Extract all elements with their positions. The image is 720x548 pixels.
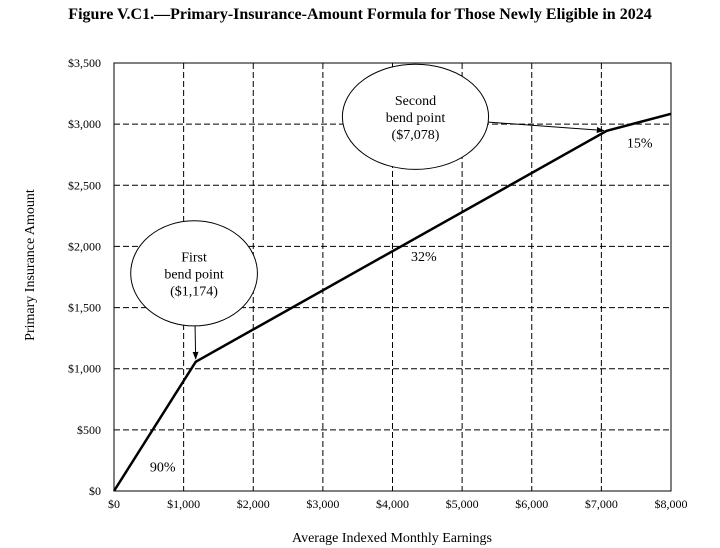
x-tick-label: $5,000	[446, 497, 479, 511]
bend-point-label: Second	[395, 94, 436, 109]
x-tick-label: $8,000	[655, 497, 688, 511]
bend-point-label: bend point	[386, 111, 446, 126]
bend-point-label: ($7,078)	[392, 128, 440, 143]
y-tick-label: $0	[89, 484, 101, 498]
y-tick-label: $3,000	[68, 117, 101, 131]
y-tick-label: $1,500	[68, 301, 101, 315]
bend-point-arrow	[488, 121, 605, 134]
bend-point-arrow	[192, 325, 199, 360]
chart-title: Figure V.C1.—Primary-Insurance-Amount Fo…	[68, 6, 651, 23]
series-layer	[112, 112, 672, 492]
y-tick-label: $3,500	[68, 56, 101, 70]
x-tick-label: $4,000	[376, 497, 409, 511]
bend-point-label: First	[181, 250, 207, 265]
x-axis-label: Average Indexed Monthly Earnings	[292, 531, 492, 546]
y-axis-label: Primary Insurance Amount	[23, 189, 38, 341]
x-tick-label: $3,000	[306, 497, 339, 511]
rate-labels: 90% 32% 15%	[150, 136, 653, 475]
bend-point-bubble	[341, 63, 490, 170]
x-tick-label: $6,000	[515, 497, 548, 511]
tick-labels: $0 $1,000 $2,000 $3,000 $4,000 $5,000 $6,000 $7…	[68, 56, 688, 511]
x-tick-label: $2,000	[237, 497, 270, 511]
y-tick-label: $1,000	[68, 362, 101, 376]
y-tick-label: $2,500	[68, 178, 101, 192]
rate-label: 15%	[627, 136, 653, 151]
x-tick-label: $0	[108, 497, 120, 511]
x-tick-label: $7,000	[585, 497, 618, 511]
y-tick-label: $500	[77, 423, 101, 437]
rate-label: 90%	[150, 461, 176, 476]
bend-point-label: bend point	[164, 267, 224, 282]
rate-label: 32%	[411, 250, 437, 265]
x-tick-label: $1,000	[167, 497, 200, 511]
bend-point-bubble	[130, 220, 258, 327]
bend-point-label: ($1,174)	[170, 284, 218, 299]
y-tick-label: $2,000	[68, 239, 101, 253]
pia-formula-line	[112, 112, 672, 492]
annotation-layer: First bend point ($1,174) Second bend point (…	[130, 63, 605, 360]
